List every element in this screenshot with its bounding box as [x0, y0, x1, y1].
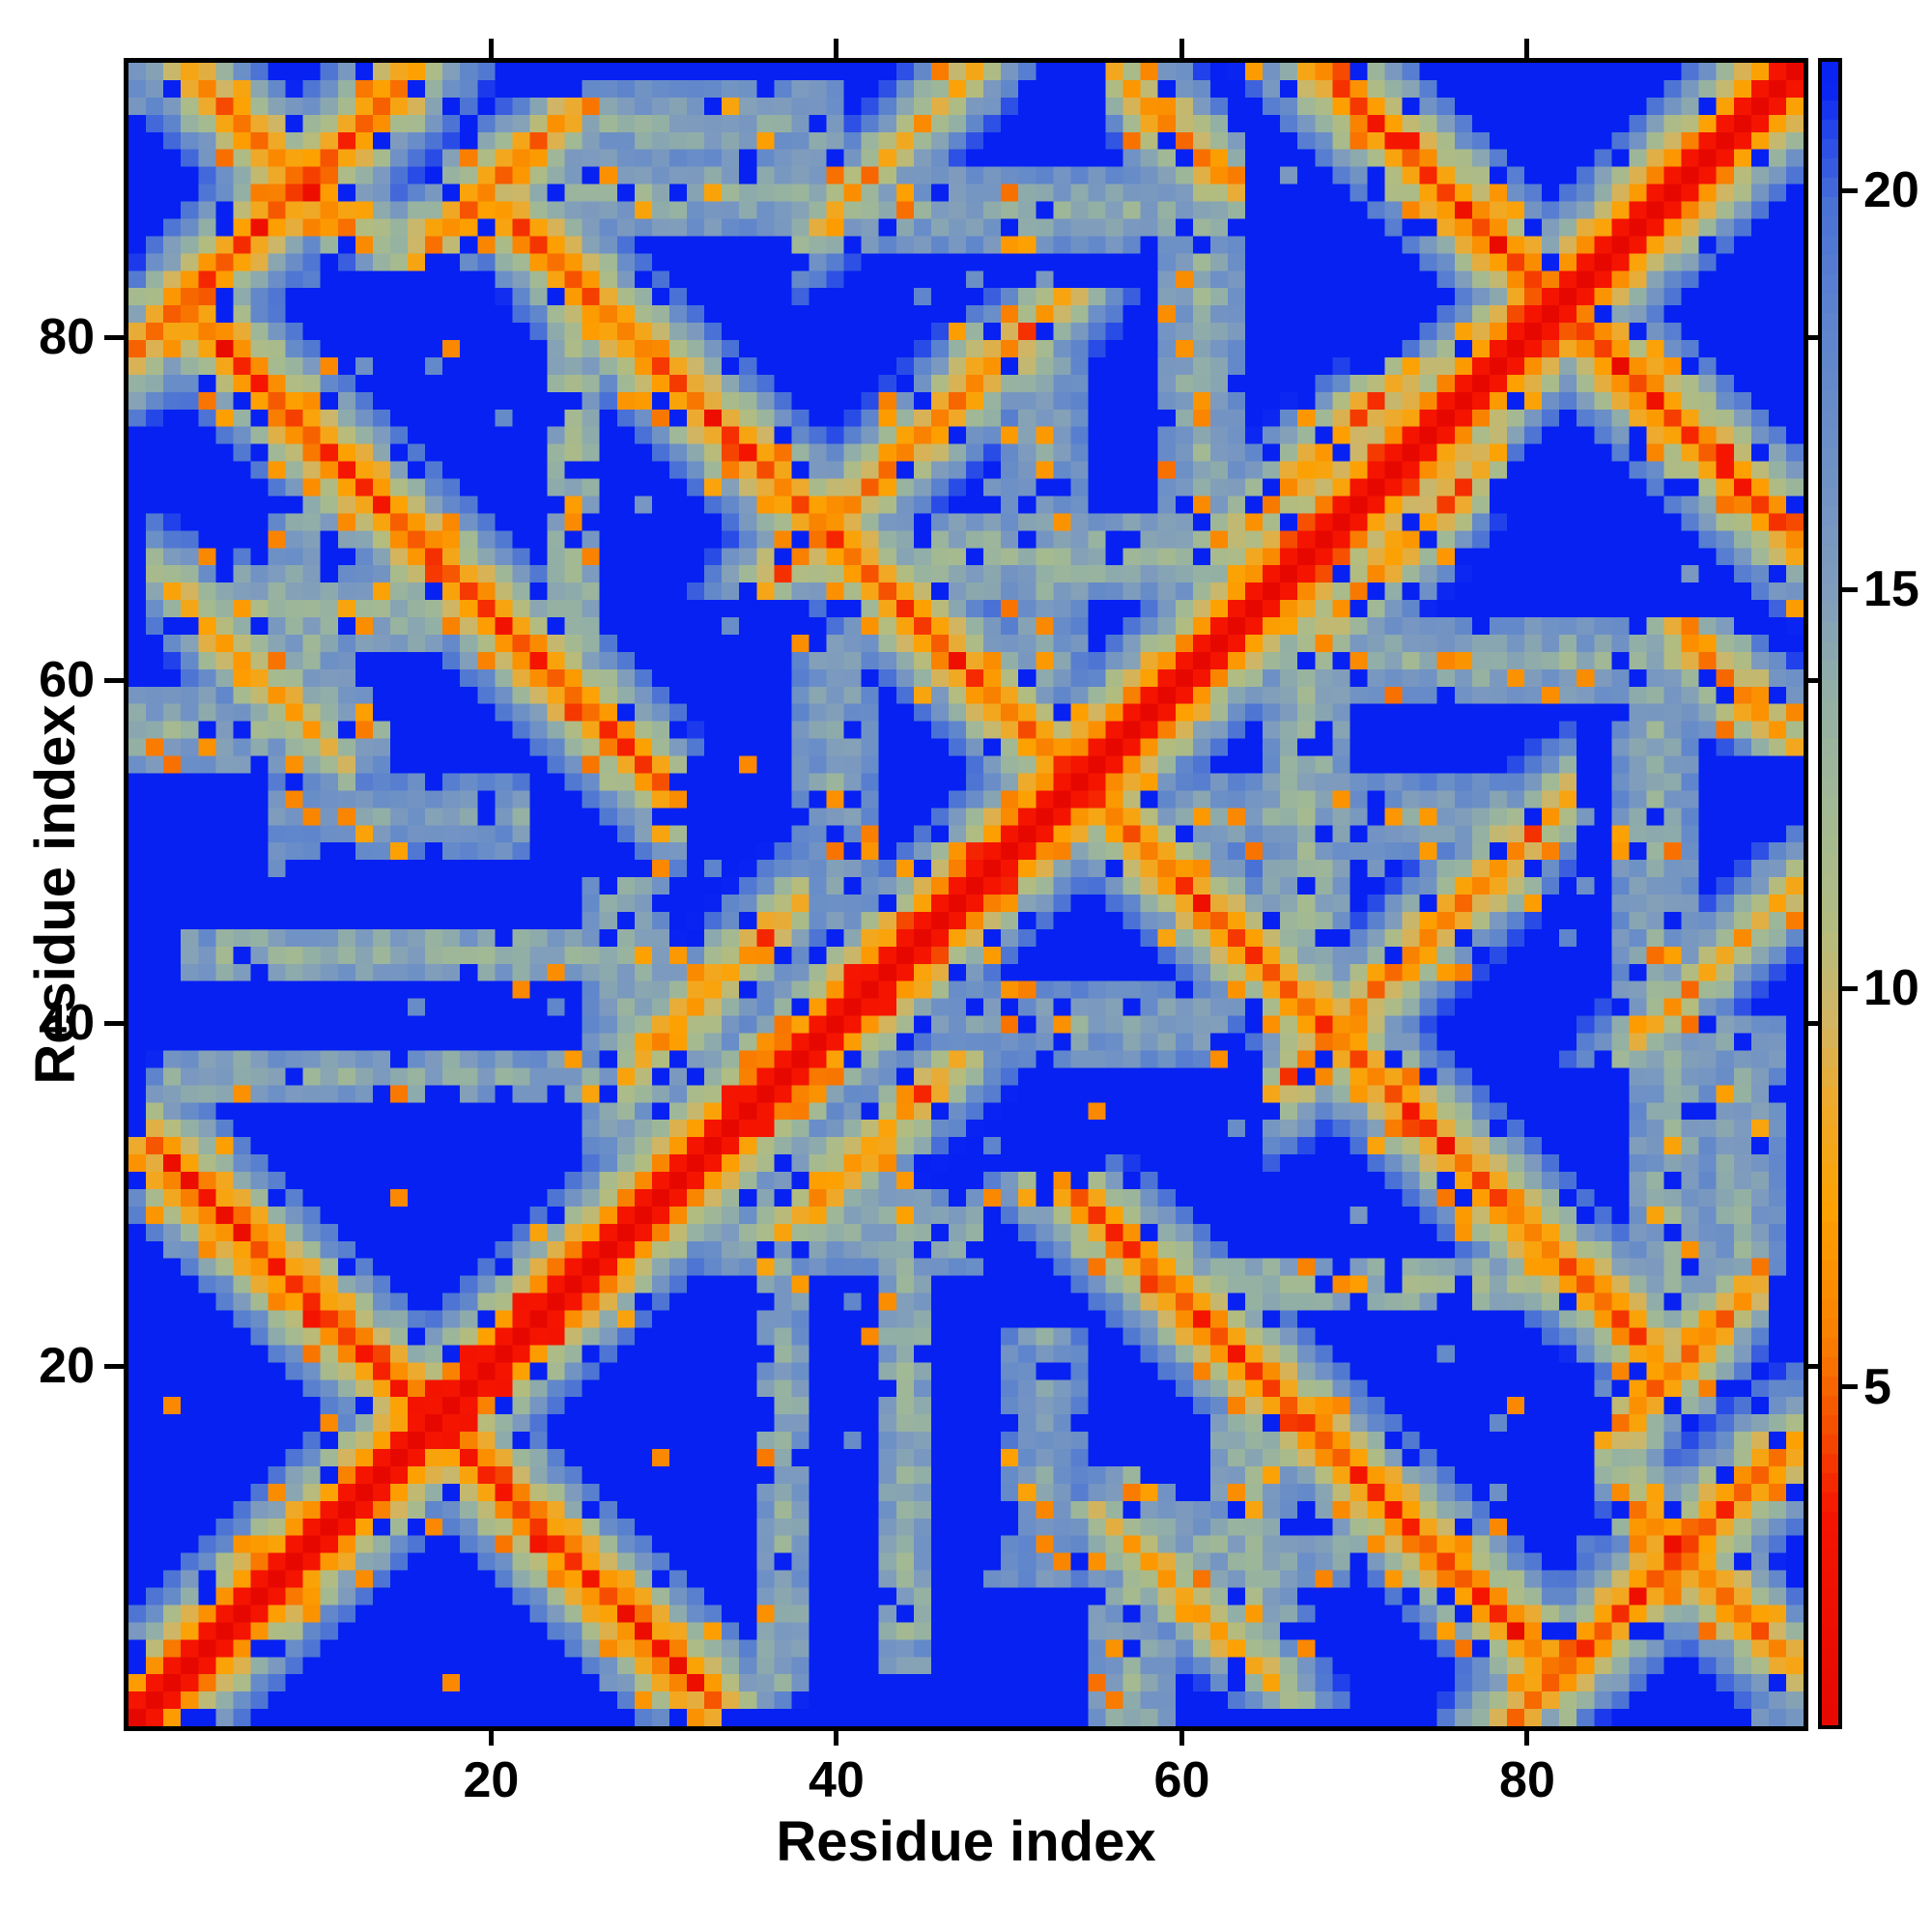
colorbar-tick — [1842, 586, 1858, 592]
x-tick-top — [1524, 39, 1530, 58]
x-tick-top — [834, 39, 839, 58]
y-tick-left — [104, 334, 124, 340]
x-axis-label: Residue index — [776, 1810, 1156, 1873]
y-tick-right — [1804, 334, 1823, 340]
x-tick-bottom — [1524, 1726, 1530, 1746]
plot-area — [124, 58, 1808, 1731]
x-tick-top — [488, 39, 494, 58]
y-tick-label: 80 — [39, 309, 95, 366]
colorbar-tick-label: 5 — [1863, 1358, 1891, 1415]
y-tick-left — [104, 1020, 124, 1026]
y-tick-label: 20 — [39, 1338, 95, 1395]
y-tick-left — [104, 1363, 124, 1369]
colorbar-tick-label: 20 — [1863, 162, 1919, 219]
x-tick-label: 40 — [809, 1752, 865, 1808]
y-tick-label: 60 — [39, 652, 95, 709]
y-tick-right — [1804, 677, 1823, 683]
colorbar-tick — [1842, 1384, 1858, 1390]
y-axis-label: Residue index — [24, 704, 87, 1085]
colorbar-gradient — [1822, 62, 1838, 1725]
y-tick-right — [1804, 1020, 1823, 1026]
distance-matrix-heatmap — [128, 63, 1804, 1726]
y-tick-left — [104, 677, 124, 683]
x-tick-bottom — [1179, 1726, 1184, 1746]
colorbar-tick — [1842, 985, 1858, 991]
colorbar-tick — [1842, 187, 1858, 193]
colorbar-tick-label: 15 — [1863, 561, 1919, 618]
x-tick-bottom — [488, 1726, 494, 1746]
x-tick-label: 80 — [1499, 1752, 1555, 1808]
x-tick-label: 20 — [463, 1752, 520, 1808]
colorbar — [1818, 58, 1842, 1729]
y-tick-right — [1804, 1363, 1823, 1369]
x-tick-label: 60 — [1153, 1752, 1210, 1808]
x-tick-bottom — [834, 1726, 839, 1746]
colorbar-tick-label: 10 — [1863, 960, 1919, 1017]
x-tick-top — [1179, 39, 1184, 58]
y-tick-label: 40 — [39, 995, 95, 1052]
